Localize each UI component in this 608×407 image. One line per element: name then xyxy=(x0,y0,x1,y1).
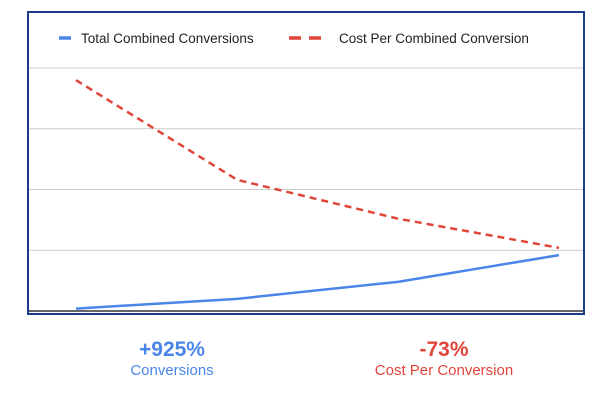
cost-per-conversion-label: Cost Per Conversion xyxy=(374,362,514,379)
conversions-stat: +925% Conversions xyxy=(62,338,282,380)
cost-per-conversion-stat: -73% Cost Per Conversion xyxy=(334,338,554,380)
conversions-change-value: +925% xyxy=(139,338,205,361)
series-line-1 xyxy=(75,253,560,310)
conversions-label: Conversions xyxy=(130,362,214,379)
cost-change-value: -73% xyxy=(419,338,469,361)
series-line-2 xyxy=(75,79,560,250)
chart-frame: Total Combined Conversions Cost Per Combi… xyxy=(27,11,585,315)
legend-label-2: Cost Per Combined Conversion xyxy=(339,31,529,46)
legend-label-1: Total Combined Conversions xyxy=(81,31,254,46)
line-chart: Total Combined Conversions Cost Per Combi… xyxy=(29,31,583,312)
